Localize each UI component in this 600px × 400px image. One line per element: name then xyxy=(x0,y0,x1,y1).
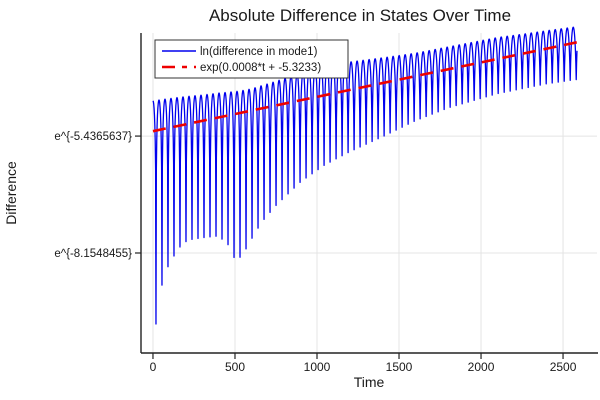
legend-entry-red-label: exp(0.0008*t + -5.3233) xyxy=(200,62,321,74)
x-tick-label: 1500 xyxy=(386,360,413,374)
x-axis-label: Time xyxy=(354,374,385,390)
tick-labels: 0 500 1000 1500 2000 2500 e^{-5.4365637} e^{-8.… xyxy=(54,131,576,374)
series-exp-fit-dashed-line xyxy=(152,40,578,133)
x-tick-label: 0 xyxy=(150,360,157,374)
legend-entry-blue-label: ln(difference in mode1) xyxy=(200,46,318,58)
legend-box xyxy=(154,39,349,79)
x-tick-label: 1000 xyxy=(304,360,331,374)
legend: ln(difference in mode1) exp(0.0008*t + -… xyxy=(154,39,349,79)
plot-series xyxy=(152,26,578,325)
x-tick-label: 2500 xyxy=(550,360,577,374)
y-tick-label: e^{-8.1548455} xyxy=(54,248,132,260)
axes xyxy=(135,33,598,359)
chart-title: Absolute Difference in States Over Time xyxy=(209,6,511,25)
x-tick-label: 2000 xyxy=(468,360,495,374)
y-tick-label: e^{-5.4365637} xyxy=(54,131,132,143)
x-tick-label: 500 xyxy=(225,360,245,374)
y-axis-label: Difference xyxy=(3,161,19,225)
